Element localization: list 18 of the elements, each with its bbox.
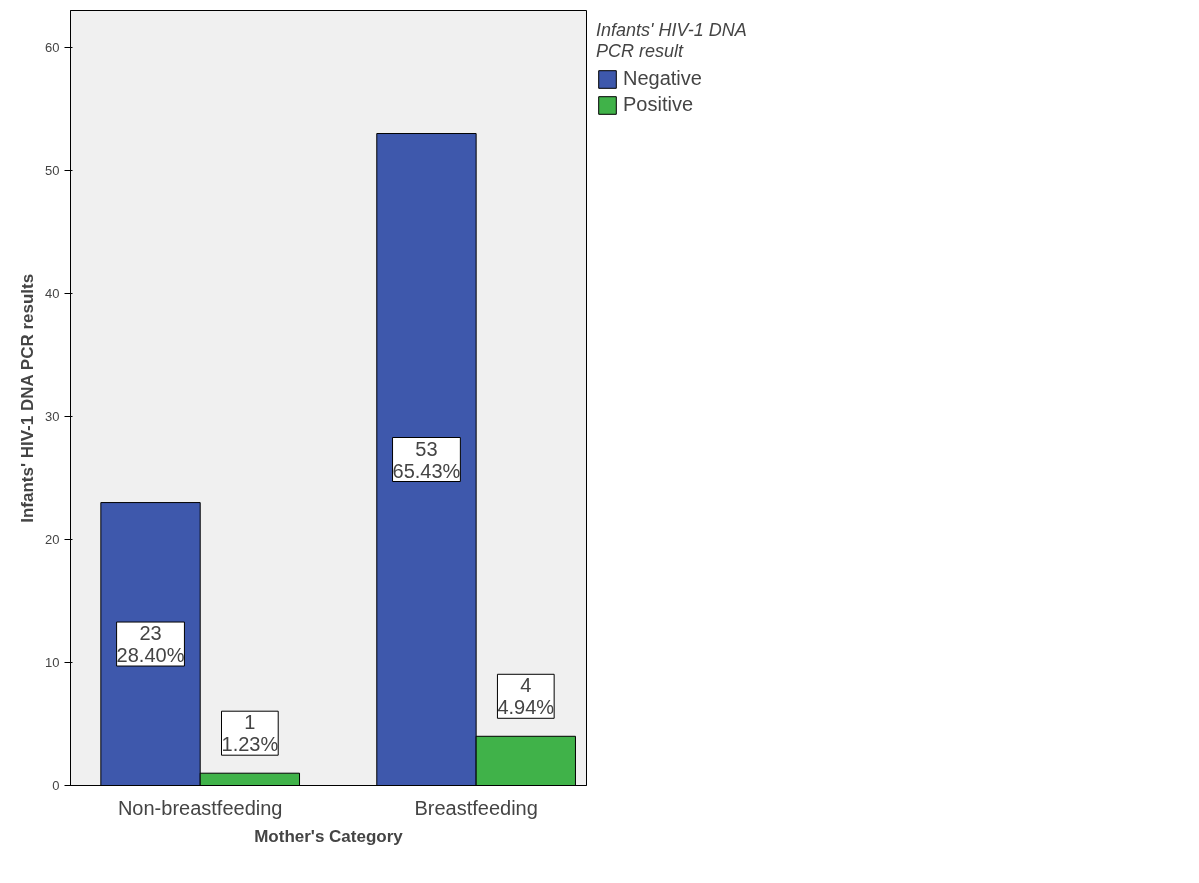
data-label: 53 65.43%: [392, 437, 461, 482]
legend-label: Positive: [623, 93, 694, 116]
y-tick-label: 40: [45, 285, 60, 301]
y-tick-label: 10: [45, 654, 60, 670]
data-label: 4 4.94%: [497, 674, 555, 719]
y-axis-title: Infants' HIV-1 DNA PCR results: [18, 273, 38, 523]
y-tick-label: 30: [45, 408, 60, 424]
legend-title: Infants' HIV-1 DNA PCR result: [596, 20, 747, 62]
x-axis-title: Mother's Category: [254, 826, 404, 846]
data-label: 1 1.23%: [221, 711, 279, 756]
y-tick-label: 60: [45, 39, 60, 55]
x-tick-label: Non-breastfeeding: [117, 796, 283, 819]
data-label: 23 28.40%: [116, 622, 185, 667]
y-tick-label: 50: [45, 162, 60, 178]
y-tick-label: 0: [52, 778, 60, 793]
x-tick-label: Breastfeeding: [414, 796, 538, 819]
legend-label: Negative: [623, 67, 702, 90]
y-tick-label: 20: [45, 531, 60, 547]
